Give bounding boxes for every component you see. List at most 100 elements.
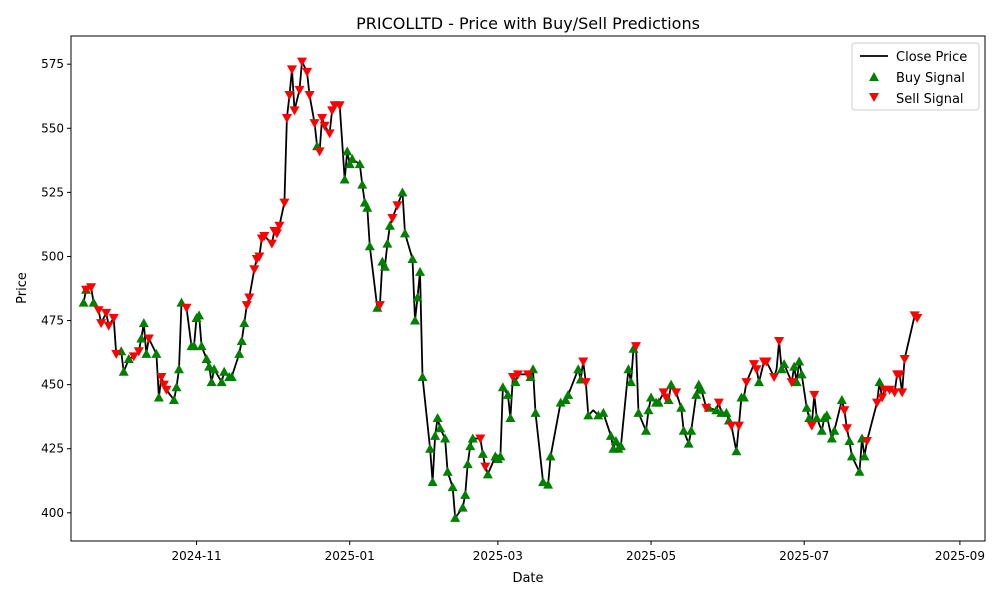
sell-signal-point-58 [713,398,724,408]
sell-signal-point-47 [480,462,491,472]
sell-signal-point-21 [259,231,270,241]
sell-signal-point-0 [81,285,92,295]
buy-signal-point-6 [136,333,147,343]
buy-signal-point-50 [412,292,423,302]
sell-signal-point-53 [630,342,641,352]
buy-signal-point-80 [543,479,554,489]
y-tick-label-5: 525 [41,185,64,199]
sell-signal-point-27 [281,114,292,124]
sell-signal-point-74 [872,398,883,408]
buy-signal-point-96 [625,377,636,387]
sell-signal-point-63 [751,365,762,375]
x-tick-label-5: 2025-09 [935,549,985,563]
sell-signal-point-32 [297,57,308,67]
legend: Close Price Buy Signal Sell Signal [851,42,980,111]
buy-signal-point-125 [791,377,802,387]
sell-signal-point-37 [317,114,328,124]
sell-signal-point-17 [249,265,260,275]
sell-signal-point-33 [302,67,313,77]
sell-signal-point-48 [507,372,518,382]
buy-signal-point-23 [209,364,220,374]
buy-signal-point-54 [427,477,438,487]
sell-signal-point-16 [244,293,255,303]
buy-signal-point-62 [457,502,468,512]
sell-signal-point-6 [108,313,119,323]
legend-box [851,42,980,111]
buy-signal-point-75 [510,377,521,387]
plot-frame [70,35,986,542]
sell-signal-point-54 [658,388,669,398]
buy-signal-point-120 [738,392,749,402]
buy-signal-point-35 [347,154,358,164]
sell-signal-point-22 [266,239,277,249]
sell-signal-point-57 [701,403,712,413]
sell-signal-point-14 [181,303,192,313]
sell-signal-point-60 [733,421,744,431]
buy-signal-point-123 [779,359,790,369]
buy-signal-point-0 [78,297,89,307]
buy-signal-point-137 [844,436,855,446]
sell-signal-point-10 [143,334,154,344]
sell-signal-point-45 [392,201,403,211]
buy-signal-point-142 [874,377,885,387]
buy-signal-point-58 [440,433,451,443]
y-tick-label-1: 425 [41,442,64,456]
sell-signal-point-36 [314,147,325,157]
buy-signal-point-20 [201,353,212,363]
sell-signal-point-66 [769,372,780,382]
buy-signal-point-65 [465,441,476,451]
sell-signal-point-19 [254,252,265,262]
buy-signal-point-33 [342,146,353,156]
legend-entry-buy-signal: Buy Signal [896,71,965,86]
buy-signal-point-2 [88,297,99,307]
sell-signal-point-11 [156,372,167,382]
sell-signal-point-75 [877,393,888,403]
buy-signal-point-59 [442,466,453,476]
buy-signal-point-82 [555,397,566,407]
buy-signal-point-105 [666,379,677,389]
buy-signal-point-126 [794,356,805,366]
buy-signal-point-130 [811,412,822,422]
buy-signal-point-129 [804,412,815,422]
sell-signal-point-31 [294,85,305,95]
buy-signal-point-39 [362,202,373,212]
buy-signal-point-8 [141,348,152,358]
sell-signal-point-84 [912,313,923,323]
buy-signal-point-29 [236,336,247,346]
chart-title: PRICOLLTD - Price with Buy/Sell Predicti… [356,14,700,33]
buy-signal-point-99 [641,425,652,435]
buy-signal-point-83 [560,395,571,405]
sell-signal-point-52 [580,378,591,388]
buy-signal-point-21 [204,361,215,371]
buy-signal-point-74 [505,412,516,422]
buy-signal-point-112 [696,384,707,394]
buy-signal-point-53 [425,443,436,453]
buy-signal-point-122 [776,364,787,374]
sell-signal-point-4 [101,308,112,318]
sell-signal-point-5 [103,321,114,331]
y-tick-label-4: 500 [41,249,64,263]
buy-signal-point-28 [234,348,245,358]
buy-signal-point-47 [399,228,410,238]
y-tick-label-0: 400 [41,506,64,520]
sell-signal-point-30 [289,106,300,116]
axis-layer: 2024-11 2025-01 2025-03 2025-05 2025-07 2025-… [41,57,985,563]
buy-signal-point-46 [397,187,408,197]
y-tick-label-2: 450 [41,378,64,392]
x-tick-label-2: 2025-03 [473,549,523,563]
sell-signal-point-39 [324,129,335,139]
series-layer [78,57,923,522]
buy-signal-point-5 [123,353,134,363]
buy-signal-point-136 [836,395,847,405]
sell-signal-point-25 [274,221,285,231]
buy-signal-point-114 [711,405,722,415]
sell-signal-point-34 [304,90,315,100]
buy-signal-point-67 [477,448,488,458]
sell-signal-markers [81,57,923,472]
buy-signal-point-55 [430,430,441,440]
legend-buy-marker [869,72,879,81]
sell-signal-point-15 [241,301,252,311]
buy-signal-point-61 [450,512,461,522]
buy-signal-point-118 [731,446,742,456]
